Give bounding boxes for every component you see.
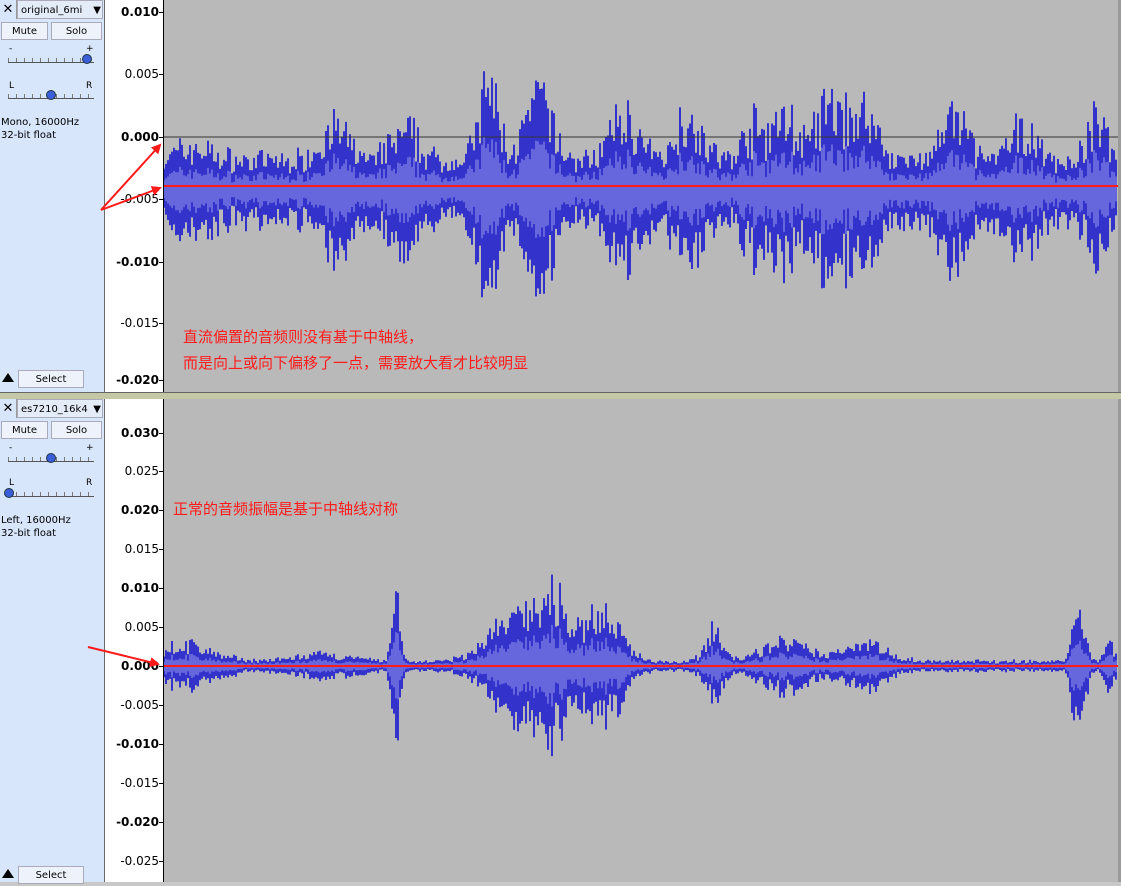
pan-slider[interactable]: [4, 488, 94, 498]
gain-slider[interactable]: [8, 54, 94, 64]
collapse-triangle-icon[interactable]: [2, 373, 14, 382]
track-1-channel-rate: Mono, 16000Hz: [1, 117, 80, 128]
ruler-tick-mark: [159, 627, 163, 628]
pan-left-label: L: [9, 81, 15, 91]
collapse-triangle-icon[interactable]: [2, 869, 14, 878]
arrow-to-zero-line: [100, 143, 162, 211]
track-2: ✕ es7210_16k4 ▼ Mute Solo - + L R Left, …: [0, 399, 1121, 884]
ruler-tick-label: 0.000: [121, 130, 159, 144]
arrow-to-center-line: [87, 646, 160, 667]
track-2-name-menu[interactable]: es7210_16k4 ▼: [17, 399, 103, 418]
ruler-tick-mark: [159, 705, 163, 706]
track-2-waveform-area[interactable]: [163, 399, 1118, 882]
pan-slider-ticks: [8, 492, 94, 496]
ruler-tick-label: 0.005: [124, 67, 159, 81]
track-2-name: es7210_16k4: [21, 404, 88, 415]
pan-slider-knob[interactable]: [46, 90, 56, 100]
ruler-tick-mark: [159, 323, 163, 324]
track-2-channel-rate: Left, 16000Hz: [1, 515, 71, 526]
ruler-tick-mark: [159, 262, 163, 263]
close-icon[interactable]: ✕: [0, 399, 17, 418]
arrow-to-offset-line: [100, 186, 162, 211]
waveform-rms: [163, 136, 1117, 239]
pan-right-label: R: [86, 478, 93, 488]
ruler-tick-mark: [159, 471, 163, 472]
gain-slider-knob[interactable]: [46, 453, 56, 463]
gain-slider-knob[interactable]: [82, 54, 92, 64]
ruler-tick-label: 0.030: [121, 426, 159, 440]
ruler-tick-label: -0.015: [120, 316, 159, 330]
gain-minus-label: -: [9, 44, 13, 54]
ruler-tick-label: 0.025: [124, 464, 159, 478]
ruler-tick-mark: [159, 380, 163, 381]
track-2-format-info: Left, 16000Hz 32-bit float: [1, 514, 71, 540]
track-1-select-bar: Select: [0, 369, 104, 389]
ruler-tick-label: -0.010: [116, 737, 159, 751]
chevron-down-icon: ▼: [93, 404, 101, 415]
ruler-tick-label: -0.005: [120, 698, 159, 712]
ruler-tick-mark: [159, 74, 163, 75]
ruler-tick-mark: [159, 783, 163, 784]
track-1-format-info: Mono, 16000Hz 32-bit float: [1, 116, 79, 142]
ruler-tick-mark: [159, 549, 163, 550]
select-button[interactable]: Select: [18, 370, 84, 388]
track-2-amplitude-ruler: 0.030 0.025 0.020 0.015 0.010 0.005 0.00…: [105, 399, 164, 882]
annotation-symmetric: 正常的音频振幅是基于中轴线对称: [173, 496, 398, 522]
ruler-tick-mark: [159, 137, 163, 138]
track-2-sample-format: 32-bit float: [1, 528, 57, 539]
track-1-control-panel[interactable]: ✕ original_6mi ▼ Mute Solo - + L R Mono,…: [0, 0, 105, 392]
track-1-right-edge: [1118, 0, 1121, 392]
ruler-tick-mark: [159, 433, 163, 434]
pan-right-label: R: [86, 81, 93, 91]
track-1-name-menu[interactable]: original_6mi ▼: [17, 0, 103, 19]
track-1-sample-format: 32-bit float: [1, 130, 57, 141]
gain-minus-label: -: [9, 443, 13, 453]
ruler-tick-label: 0.010: [121, 5, 159, 19]
annotation-symmetric-line-1: 正常的音频振幅是基于中轴线对称: [173, 500, 399, 518]
annotation-dc-offset-line-1: 直流偏置的音频则没有基于中轴线，: [183, 328, 424, 346]
ruler-tick-label: -0.020: [116, 815, 159, 829]
ruler-tick-mark: [159, 588, 163, 589]
ruler-tick-label: 0.005: [124, 620, 159, 634]
annotation-dc-offset-line-2: 而是向上或向下偏移了一点，需要放大看才比较明显: [183, 354, 529, 372]
gain-plus-label: +: [86, 44, 94, 54]
ruler-tick-label: -0.025: [120, 854, 159, 868]
solo-button[interactable]: Solo: [51, 22, 102, 40]
ruler-tick-mark: [159, 822, 163, 823]
close-icon[interactable]: ✕: [0, 0, 17, 19]
chevron-down-icon: ▼: [93, 5, 101, 16]
ruler-tick-label: -0.015: [120, 776, 159, 790]
gain-plus-label: +: [86, 443, 94, 453]
solo-button[interactable]: Solo: [51, 421, 102, 439]
ruler-tick-mark: [159, 199, 163, 200]
track-1-name: original_6mi: [21, 5, 83, 16]
track-2-control-panel[interactable]: ✕ es7210_16k4 ▼ Mute Solo - + L R Left, …: [0, 399, 105, 884]
ruler-tick-mark: [159, 12, 163, 13]
annotation-dc-offset: 直流偏置的音频则没有基于中轴线， 而是向上或向下偏移了一点，需要放大看才比较明显: [183, 324, 528, 376]
mute-button[interactable]: Mute: [1, 22, 48, 40]
ruler-tick-label: -0.010: [116, 255, 159, 269]
ruler-tick-mark: [159, 666, 163, 667]
ruler-tick-label: 0.015: [124, 542, 159, 556]
gain-slider-ticks: [8, 58, 94, 62]
track-1-waveform: [163, 71, 1118, 298]
mute-button[interactable]: Mute: [1, 421, 48, 439]
ruler-tick-label: 0.020: [121, 503, 159, 517]
track-2-right-edge: [1118, 399, 1121, 882]
pan-left-label: L: [9, 478, 15, 488]
pan-slider[interactable]: [8, 90, 94, 100]
track-1-waveform-area[interactable]: [163, 0, 1118, 392]
ruler-tick-label: -0.005: [120, 192, 159, 206]
pan-slider-knob[interactable]: [4, 488, 14, 498]
gain-slider[interactable]: [8, 453, 94, 463]
track-1: ✕ original_6mi ▼ Mute Solo - + L R Mono,…: [0, 0, 1121, 392]
ruler-tick-label: 0.010: [121, 581, 159, 595]
ruler-tick-mark: [159, 861, 163, 862]
ruler-tick-label: -0.020: [116, 373, 159, 387]
ruler-tick-mark: [159, 744, 163, 745]
ruler-tick-mark: [159, 510, 163, 511]
